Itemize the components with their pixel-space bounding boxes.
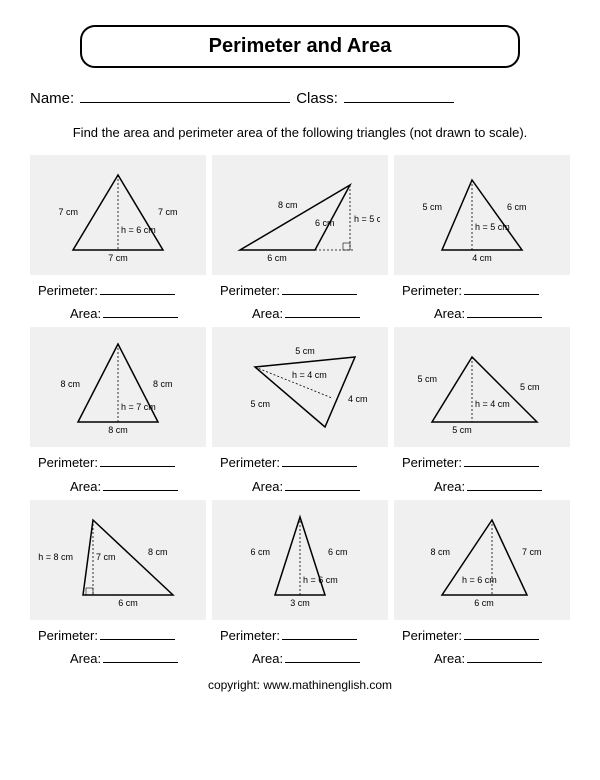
area-input[interactable]: [467, 304, 542, 318]
svg-text:3 cm: 3 cm: [290, 598, 310, 608]
perimeter-input[interactable]: [464, 626, 539, 640]
area-input[interactable]: [103, 476, 178, 490]
svg-text:h = 7 cm: h = 7 cm: [121, 402, 156, 412]
svg-text:h = 6 cm: h = 6 cm: [121, 225, 156, 235]
svg-text:h = 6 cm: h = 6 cm: [303, 575, 338, 585]
area-input[interactable]: [467, 649, 542, 663]
svg-text:6 cm: 6 cm: [507, 202, 527, 212]
svg-text:6 cm: 6 cm: [118, 598, 138, 608]
area-label: Area:: [70, 306, 101, 321]
svg-text:8 cm: 8 cm: [60, 379, 80, 389]
area-input[interactable]: [103, 304, 178, 318]
perimeter-label: Perimeter:: [38, 283, 98, 298]
svg-text:h = 6 cm: h = 6 cm: [462, 575, 497, 585]
area-input[interactable]: [285, 304, 360, 318]
perimeter-input[interactable]: [100, 281, 175, 295]
svg-text:8 cm: 8 cm: [108, 425, 128, 435]
perimeter-label: Perimeter:: [220, 455, 280, 470]
svg-text:6 cm: 6 cm: [328, 547, 348, 557]
triangle-figure: 8 cm 8 cm h = 7 cm 8 cm: [30, 327, 206, 447]
svg-text:8 cm: 8 cm: [148, 547, 168, 557]
svg-text:4 cm: 4 cm: [348, 394, 368, 404]
svg-text:8 cm: 8 cm: [430, 547, 450, 557]
area-label: Area:: [70, 479, 101, 494]
problem-6: 5 cm 5 cm h = 4 cm 5 cm Perimeter: Area:: [394, 327, 570, 494]
area-label: Area:: [252, 651, 283, 666]
svg-text:7 cm: 7 cm: [96, 552, 116, 562]
area-label: Area:: [252, 306, 283, 321]
area-label: Area:: [434, 479, 465, 494]
header-row: Name: Class:: [30, 86, 570, 107]
area-input[interactable]: [285, 649, 360, 663]
perimeter-label: Perimeter:: [38, 628, 98, 643]
triangle-figure: 8 cm 6 cm h = 5 cm 6 cm: [212, 155, 388, 275]
area-label: Area:: [434, 306, 465, 321]
perimeter-input[interactable]: [100, 453, 175, 467]
svg-text:h = 5 cm: h = 5 cm: [354, 214, 380, 224]
svg-text:5 cm: 5 cm: [250, 399, 270, 409]
problem-2: 8 cm 6 cm h = 5 cm 6 cm Perimeter: Area:: [212, 155, 388, 322]
triangle-figure: 5 cm 5 cm 4 cm h = 4 cm: [212, 327, 388, 447]
name-label: Name:: [30, 90, 74, 107]
worksheet-title: Perimeter and Area: [80, 25, 520, 68]
svg-text:7 cm: 7 cm: [108, 253, 128, 263]
triangle-figure: 5 cm 6 cm h = 5 cm 4 cm: [394, 155, 570, 275]
perimeter-label: Perimeter:: [220, 628, 280, 643]
perimeter-label: Perimeter:: [220, 283, 280, 298]
svg-text:5 cm: 5 cm: [520, 382, 540, 392]
perimeter-label: Perimeter:: [402, 455, 462, 470]
problem-9: 8 cm 7 cm h = 6 cm 6 cm Perimeter: Area:: [394, 500, 570, 667]
problem-4: 8 cm 8 cm h = 7 cm 8 cm Perimeter: Area:: [30, 327, 206, 494]
svg-text:4 cm: 4 cm: [472, 253, 492, 263]
area-label: Area:: [434, 651, 465, 666]
area-input[interactable]: [285, 476, 360, 490]
perimeter-input[interactable]: [282, 281, 357, 295]
perimeter-input[interactable]: [100, 626, 175, 640]
perimeter-input[interactable]: [464, 453, 539, 467]
area-label: Area:: [252, 479, 283, 494]
perimeter-label: Perimeter:: [38, 455, 98, 470]
area-label: Area:: [70, 651, 101, 666]
triangle-grid: 7 cm 7 cm h = 6 cm 7 cm Perimeter: Area:…: [30, 155, 570, 667]
perimeter-label: Perimeter:: [402, 283, 462, 298]
instruction-text: Find the area and perimeter area of the …: [30, 125, 570, 140]
triangle-figure: 8 cm 7 cm h = 6 cm 6 cm: [394, 500, 570, 620]
svg-text:6 cm: 6 cm: [267, 253, 287, 263]
svg-text:5 cm: 5 cm: [417, 374, 437, 384]
problem-1: 7 cm 7 cm h = 6 cm 7 cm Perimeter: Area:: [30, 155, 206, 322]
svg-text:7 cm: 7 cm: [58, 207, 78, 217]
area-input[interactable]: [103, 649, 178, 663]
problem-5: 5 cm 5 cm 4 cm h = 4 cm Perimeter: Area:: [212, 327, 388, 494]
class-input-line[interactable]: [344, 86, 454, 103]
perimeter-input[interactable]: [464, 281, 539, 295]
copyright-text: copyright: www.mathinenglish.com: [30, 678, 570, 692]
problem-7: h = 8 cm 7 cm 8 cm 6 cm Perimeter: Area:: [30, 500, 206, 667]
svg-text:5 cm: 5 cm: [295, 346, 315, 356]
problem-8: 6 cm 6 cm h = 6 cm 3 cm Perimeter: Area:: [212, 500, 388, 667]
svg-text:h = 4 cm: h = 4 cm: [475, 399, 510, 409]
svg-text:6 cm: 6 cm: [250, 547, 270, 557]
svg-text:h = 4 cm: h = 4 cm: [292, 370, 327, 380]
area-input[interactable]: [467, 476, 542, 490]
triangle-figure: 5 cm 5 cm h = 4 cm 5 cm: [394, 327, 570, 447]
svg-text:5 cm: 5 cm: [452, 425, 472, 435]
svg-text:8 cm: 8 cm: [153, 379, 173, 389]
name-input-line[interactable]: [80, 86, 290, 103]
problem-3: 5 cm 6 cm h = 5 cm 4 cm Perimeter: Area:: [394, 155, 570, 322]
svg-text:8 cm: 8 cm: [278, 200, 298, 210]
perimeter-input[interactable]: [282, 453, 357, 467]
perimeter-input[interactable]: [282, 626, 357, 640]
svg-text:7 cm: 7 cm: [158, 207, 178, 217]
perimeter-label: Perimeter:: [402, 628, 462, 643]
svg-text:h = 5 cm: h = 5 cm: [475, 222, 510, 232]
class-label: Class:: [296, 90, 338, 107]
svg-text:7 cm: 7 cm: [522, 547, 542, 557]
svg-text:5 cm: 5 cm: [422, 202, 442, 212]
svg-text:6 cm: 6 cm: [315, 218, 335, 228]
triangle-figure: h = 8 cm 7 cm 8 cm 6 cm: [30, 500, 206, 620]
triangle-figure: 7 cm 7 cm h = 6 cm 7 cm: [30, 155, 206, 275]
svg-text:h = 8 cm: h = 8 cm: [38, 552, 73, 562]
triangle-figure: 6 cm 6 cm h = 6 cm 3 cm: [212, 500, 388, 620]
svg-text:6 cm: 6 cm: [474, 598, 494, 608]
